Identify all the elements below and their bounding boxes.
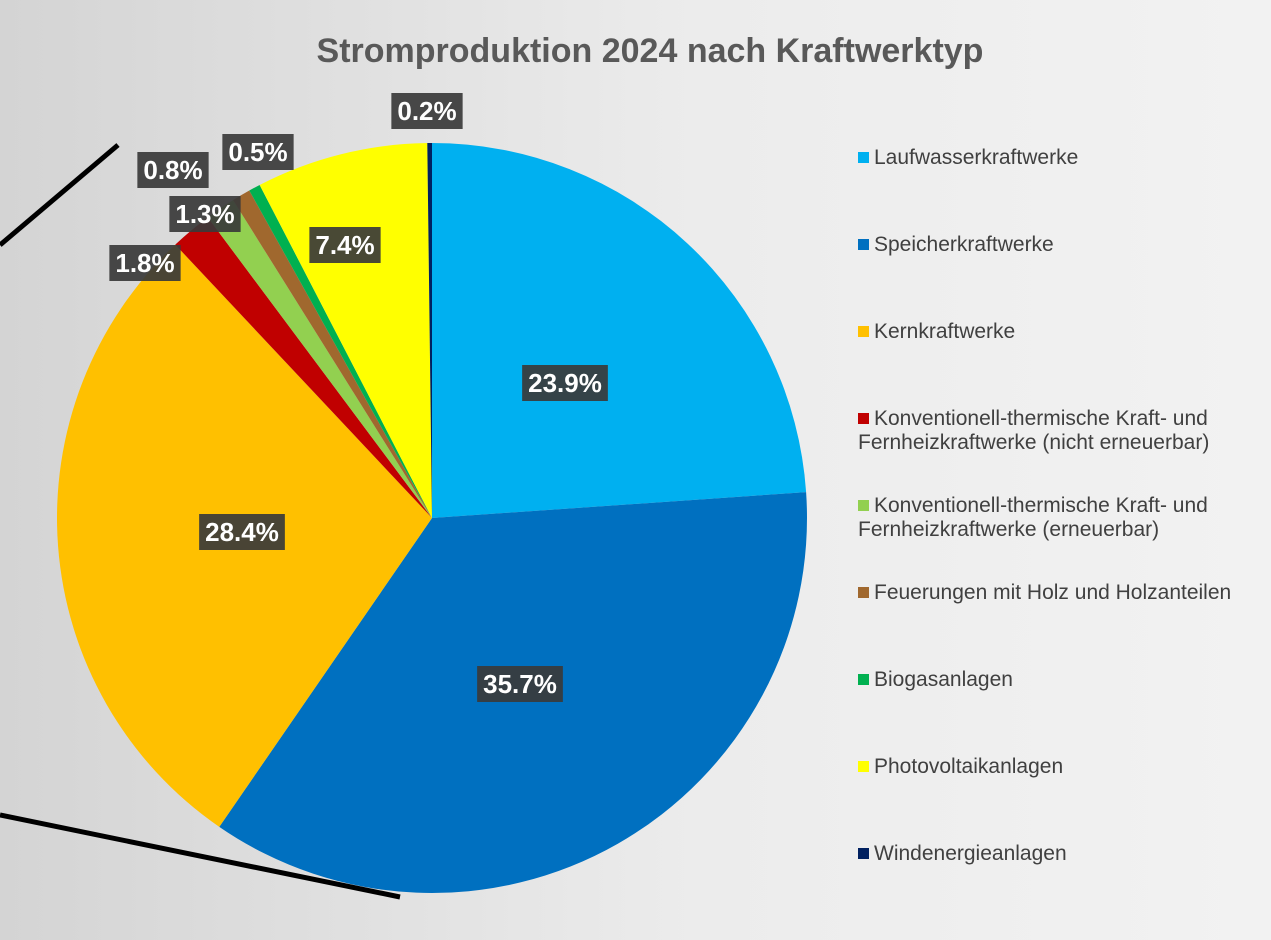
legend-swatch <box>858 848 869 859</box>
legend-entry: Biogasanlagen <box>858 668 1268 692</box>
pie-slice <box>432 143 807 518</box>
label-box <box>199 514 285 550</box>
pie-slice <box>259 143 432 518</box>
label-box <box>309 227 381 263</box>
data-label: 0.8% <box>137 152 209 188</box>
legend-entry: Speicherkraftwerke <box>858 233 1268 257</box>
legend-label: Biogasanlagen <box>874 668 1013 691</box>
legend-label: Photovoltaikanlagen <box>874 755 1064 778</box>
label-box <box>477 666 563 702</box>
label-box <box>391 93 463 129</box>
data-label: 0.5% <box>222 134 294 170</box>
data-label-text: 35.7% <box>483 669 557 699</box>
data-label: 0.2% <box>391 93 463 129</box>
legend-swatch <box>858 152 869 163</box>
data-label-text: 23.9% <box>528 368 602 398</box>
data-label-text: 7.4% <box>315 230 374 260</box>
data-label-text: 0.8% <box>143 155 202 185</box>
pie-slice <box>427 143 432 518</box>
label-box <box>169 196 241 232</box>
label-box <box>137 152 209 188</box>
data-label-text: 1.8% <box>115 248 174 278</box>
pie-slice <box>249 184 432 518</box>
legend-entry: Windenergieanlagen <box>858 842 1268 866</box>
label-box <box>522 365 608 401</box>
pie-slice <box>233 190 432 518</box>
legend-entry: Photovoltaikanlagen <box>858 755 1268 779</box>
chart-title: Stromproduktion 2024 nach Kraftwerktyp <box>317 32 984 70</box>
legend-swatch <box>858 674 869 685</box>
legend-label: Speicherkraftwerke <box>874 233 1054 256</box>
data-label: 1.3% <box>169 196 241 232</box>
legend-label: Kernkraftwerke <box>874 320 1016 343</box>
data-label-text: 1.3% <box>175 199 234 229</box>
decor-line <box>0 143 120 247</box>
pie-slice <box>175 217 432 518</box>
legend-label: Konventionell-thermische Kraft- und Fern… <box>858 494 1208 541</box>
legend-swatch <box>858 500 869 511</box>
legend-entry: Kernkraftwerke <box>858 320 1268 344</box>
legend-label: Feuerungen mit Holz und Holzanteilen <box>874 581 1232 604</box>
legend-label: Windenergieanlagen <box>874 842 1067 865</box>
data-label: 1.8% <box>109 245 181 281</box>
decor-line <box>0 812 401 900</box>
legend-swatch <box>858 413 869 424</box>
legend-swatch <box>858 587 869 598</box>
data-label-text: 0.2% <box>397 96 456 126</box>
label-box <box>222 134 294 170</box>
data-label-text: 28.4% <box>205 517 279 547</box>
legend-swatch <box>858 761 869 772</box>
pie-slice <box>207 200 432 518</box>
legend-entry: Konventionell-thermische Kraft- und Fern… <box>858 494 1268 542</box>
label-box <box>109 245 181 281</box>
legend-swatch <box>858 326 869 337</box>
legend-swatch <box>858 239 869 250</box>
data-label-text: 0.5% <box>228 137 287 167</box>
data-label: 23.9% <box>522 365 608 401</box>
legend-entry: Konventionell-thermische Kraft- und Fern… <box>858 407 1268 455</box>
legend-label: Laufwasserkraftwerke <box>874 146 1079 169</box>
data-label: 35.7% <box>477 666 563 702</box>
legend-label: Konventionell-thermische Kraft- und Fern… <box>858 407 1210 454</box>
data-label: 7.4% <box>309 227 381 263</box>
legend-entry: Feuerungen mit Holz und Holzanteilen <box>858 581 1268 605</box>
legend-entry: Laufwasserkraftwerke <box>858 146 1268 170</box>
data-label: 28.4% <box>199 514 285 550</box>
